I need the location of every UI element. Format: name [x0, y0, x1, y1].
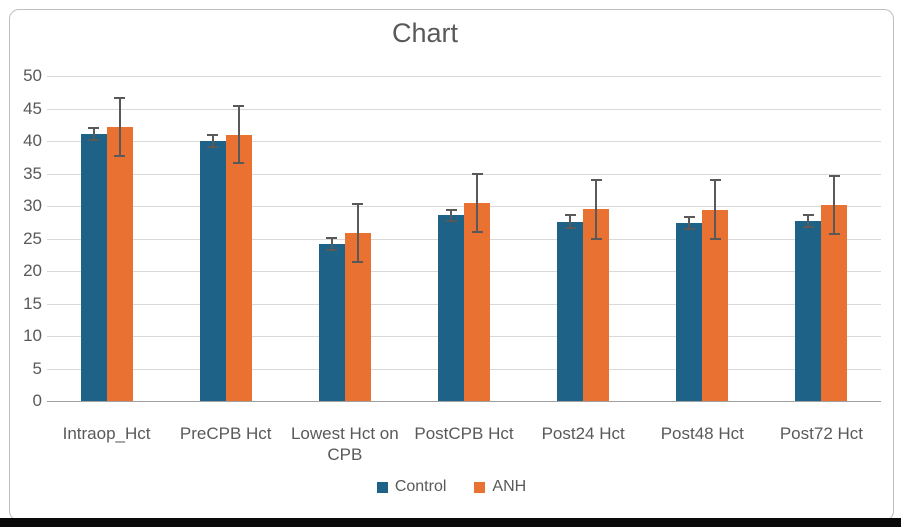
gridline-45: [47, 108, 881, 110]
x-category-label-2: PreCPB Hct: [179, 424, 272, 443]
x-axis-labels: Intraop_Hct PreCPB Hct Lowest Hct on CPB Po…: [47, 423, 881, 473]
error-bar-anh-4: [471, 172, 483, 233]
plot-area: [47, 76, 881, 402]
bar-anh-4: [464, 202, 490, 401]
gridline-35: [47, 173, 881, 175]
bar-control-6: [676, 222, 703, 401]
y-tick-label-10: 10: [23, 326, 42, 345]
y-tick-label-30: 30: [23, 196, 42, 215]
error-bar-anh-6: [709, 179, 721, 241]
gridline-50: [47, 76, 881, 77]
y-tick-label-5: 5: [32, 358, 42, 378]
bar-control-2: [199, 141, 226, 401]
gridline-0: [47, 401, 881, 402]
y-tick-label-15: 15: [23, 293, 42, 313]
legend-swatch-anh: [474, 481, 486, 493]
gridline-40: [47, 141, 881, 142]
bar-anh-2: [225, 134, 252, 401]
y-tick-label-50: 50: [23, 66, 42, 85]
error-bar-anh-7: [828, 174, 840, 235]
legend: Control ANH: [10, 478, 893, 496]
legend-label-control: Control: [394, 478, 447, 495]
x-category-label-4: PostCPB Hct: [414, 424, 514, 443]
y-tick-label-40: 40: [23, 131, 42, 150]
error-bar-anh-5: [590, 178, 602, 240]
x-category-label-1: Intraop_Hct: [62, 424, 151, 443]
x-category-label-5: Post24 Hct: [541, 424, 625, 443]
bar-anh-6: [702, 209, 729, 401]
bar-anh-1: [106, 126, 133, 401]
y-tick-label-45: 45: [23, 98, 42, 118]
error-bar-anh-1: [114, 96, 126, 157]
error-bar-anh-2: [233, 104, 245, 165]
chart-title: Chart: [391, 18, 459, 48]
x-category-label-3: Lowest Hct on CPB: [290, 424, 399, 464]
x-category-label-7: Post72 Hct: [779, 424, 863, 443]
error-bar-control-7: [802, 213, 814, 229]
legend-item-anh: ANH: [474, 478, 526, 496]
y-tick-label-35: 35: [23, 163, 42, 183]
legend-item-control: Control: [376, 478, 447, 496]
error-bar-control-3: [326, 237, 338, 252]
window-bottom-strip: [0, 518, 901, 527]
error-bar-anh-3: [352, 203, 364, 264]
y-tick-label-20: 20: [23, 261, 42, 280]
bar-control-5: [557, 221, 584, 401]
y-tick-label-25: 25: [23, 228, 42, 248]
chart-card: Chart 0 5 10 15 20 25 30 35 40 45 50 Intraop_Hct Pr…: [9, 9, 894, 521]
error-bar-control-2: [207, 133, 219, 149]
bar-control-1: [80, 133, 107, 401]
bar-control-7: [795, 220, 822, 401]
legend-label-anh: ANH: [492, 478, 527, 495]
x-category-label-6: Post48 Hct: [660, 424, 744, 443]
bar-control-4: [438, 215, 464, 401]
bar-anh-7: [821, 204, 848, 401]
error-bar-control-6: [683, 215, 695, 231]
error-bar-control-1: [88, 126, 100, 141]
y-axis: 0 5 10 15 20 25 30 35 40 45 50: [14, 66, 42, 410]
error-bar-control-5: [564, 214, 576, 229]
error-bar-control-4: [445, 208, 457, 222]
bar-control-3: [318, 244, 345, 401]
bar-anh-5: [583, 209, 610, 401]
legend-swatch-control: [376, 481, 388, 493]
y-tick-label-0: 0: [32, 391, 42, 410]
